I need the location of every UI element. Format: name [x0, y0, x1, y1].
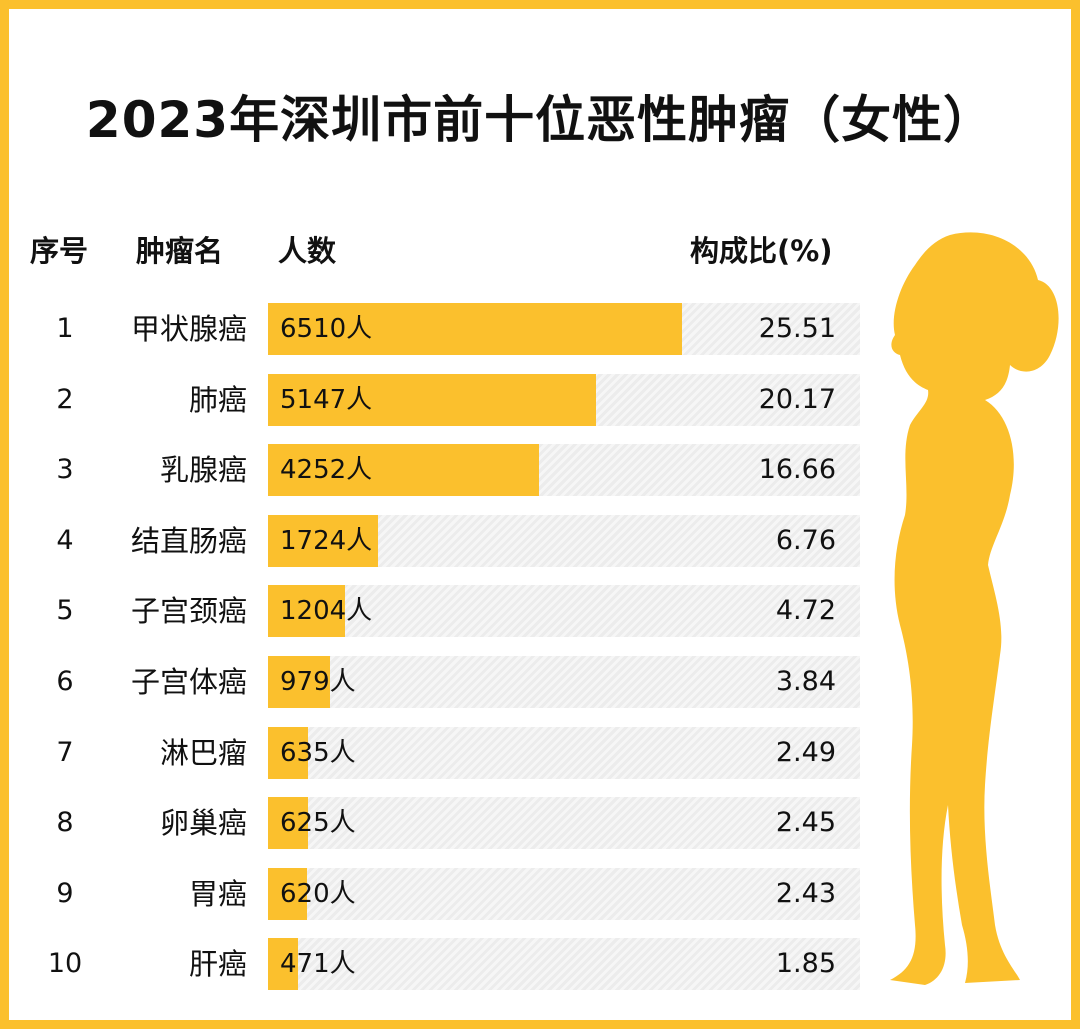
- bar-track: 1724人 6.76: [268, 514, 860, 567]
- rank-label: 10: [47, 948, 83, 980]
- percent-label: 1.85: [775, 948, 836, 980]
- rank-label: 2: [56, 383, 74, 415]
- percent-label: 2.43: [775, 877, 836, 909]
- tumor-name-label: 胃癌: [188, 876, 247, 911]
- table-row: 2 肺癌 5147人 20.17: [0, 373, 1080, 426]
- bar: [268, 726, 309, 779]
- rank-label: 7: [56, 736, 74, 768]
- chart-title: 2023年深圳市前十位恶性肿瘤（女性）: [85, 91, 995, 149]
- tumor-name-label: 肝癌: [188, 947, 247, 982]
- bar-track: 635人 2.49: [268, 726, 860, 779]
- bar: [268, 373, 596, 426]
- bar-track: 6510人 25.51: [268, 303, 860, 355]
- count-label: 6510人: [280, 314, 373, 344]
- tumor-name-label: 子宫体癌: [130, 665, 247, 699]
- rank-label: 6: [56, 666, 74, 697]
- bar: [268, 867, 308, 920]
- tumor-name-label: 子宫颈癌: [130, 594, 247, 629]
- rank-label: 1: [56, 313, 74, 344]
- count-label: 1724人: [280, 525, 373, 556]
- percent-label: 20.17: [758, 383, 836, 415]
- table-row: 6 子宫体癌 979人 3.84: [0, 656, 1080, 708]
- header-count: 人数: [278, 234, 337, 268]
- percent-label: 16.66: [758, 454, 836, 486]
- percent-label: 6.76: [775, 524, 836, 556]
- table-row: 7 淋巴瘤 635人 2.49: [0, 726, 1080, 779]
- percent-label: 2.49: [775, 736, 836, 768]
- percent-label: 25.51: [758, 313, 836, 344]
- rank-label: 5: [56, 595, 74, 627]
- rank-label: 8: [56, 807, 74, 839]
- table-row: 10 肝癌 471人 1.85: [0, 938, 1080, 991]
- bar-track: 471人 1.85: [268, 938, 860, 991]
- woman-silhouette-icon: [890, 232, 1059, 986]
- tumor-name-label: 肺癌: [188, 382, 247, 417]
- rank-label: 3: [56, 454, 74, 486]
- table-row: 1 甲状腺癌 6510人 25.51: [0, 303, 1080, 355]
- bar-track: 4252人 16.66: [268, 444, 860, 497]
- bar: [268, 303, 683, 355]
- tumor-name-label: 卵巢癌: [159, 806, 247, 841]
- bar: [268, 938, 298, 991]
- percent-label: 4.72: [775, 595, 836, 627]
- count-label: 979人: [280, 667, 356, 697]
- count-label: 635人: [280, 737, 356, 768]
- percent-label: 3.84: [775, 666, 836, 697]
- bar-track: 620人 2.43: [268, 867, 860, 920]
- tumor-name-label: 乳腺癌: [159, 453, 247, 488]
- count-label: 4252人: [280, 455, 373, 486]
- table-row: 9 胃癌 620人 2.43: [0, 867, 1080, 920]
- tumor-name-label: 甲状腺癌: [130, 312, 247, 346]
- count-label: 620人: [280, 878, 356, 909]
- bar: [268, 444, 539, 497]
- tumor-name-label: 结直肠癌: [130, 523, 247, 558]
- tumor-name-label: 淋巴瘤: [159, 735, 247, 770]
- header-pct: 构成比(%): [690, 234, 833, 268]
- table-row: 3 乳腺癌 4252人 16.66: [0, 444, 1080, 497]
- bar-track: 5147人 20.17: [268, 373, 860, 426]
- rank-label: 9: [56, 877, 74, 909]
- bar-track: 1204人 4.72: [268, 585, 860, 638]
- table-row: 5 子宫颈癌 1204人 4.72: [0, 585, 1080, 638]
- bar: [268, 656, 331, 708]
- percent-label: 2.45: [775, 807, 836, 839]
- header-rank: 序号: [30, 234, 89, 268]
- table-row: 8 卵巢癌 625人 2.45: [0, 797, 1080, 850]
- count-label: 1204人: [280, 596, 373, 627]
- count-label: 625人: [280, 808, 356, 839]
- count-label: 471人: [280, 949, 356, 980]
- bar-track: 979人 3.84: [268, 656, 860, 708]
- bar: [268, 514, 378, 567]
- bar-track: 625人 2.45: [268, 797, 860, 850]
- table-row: 4 结直肠癌 1724人 6.76: [0, 514, 1080, 567]
- bar: [268, 797, 308, 850]
- header-name: 肿瘤名: [136, 234, 224, 268]
- bar: [268, 585, 345, 638]
- rank-label: 4: [56, 524, 74, 556]
- count-label: 5147人: [280, 384, 373, 415]
